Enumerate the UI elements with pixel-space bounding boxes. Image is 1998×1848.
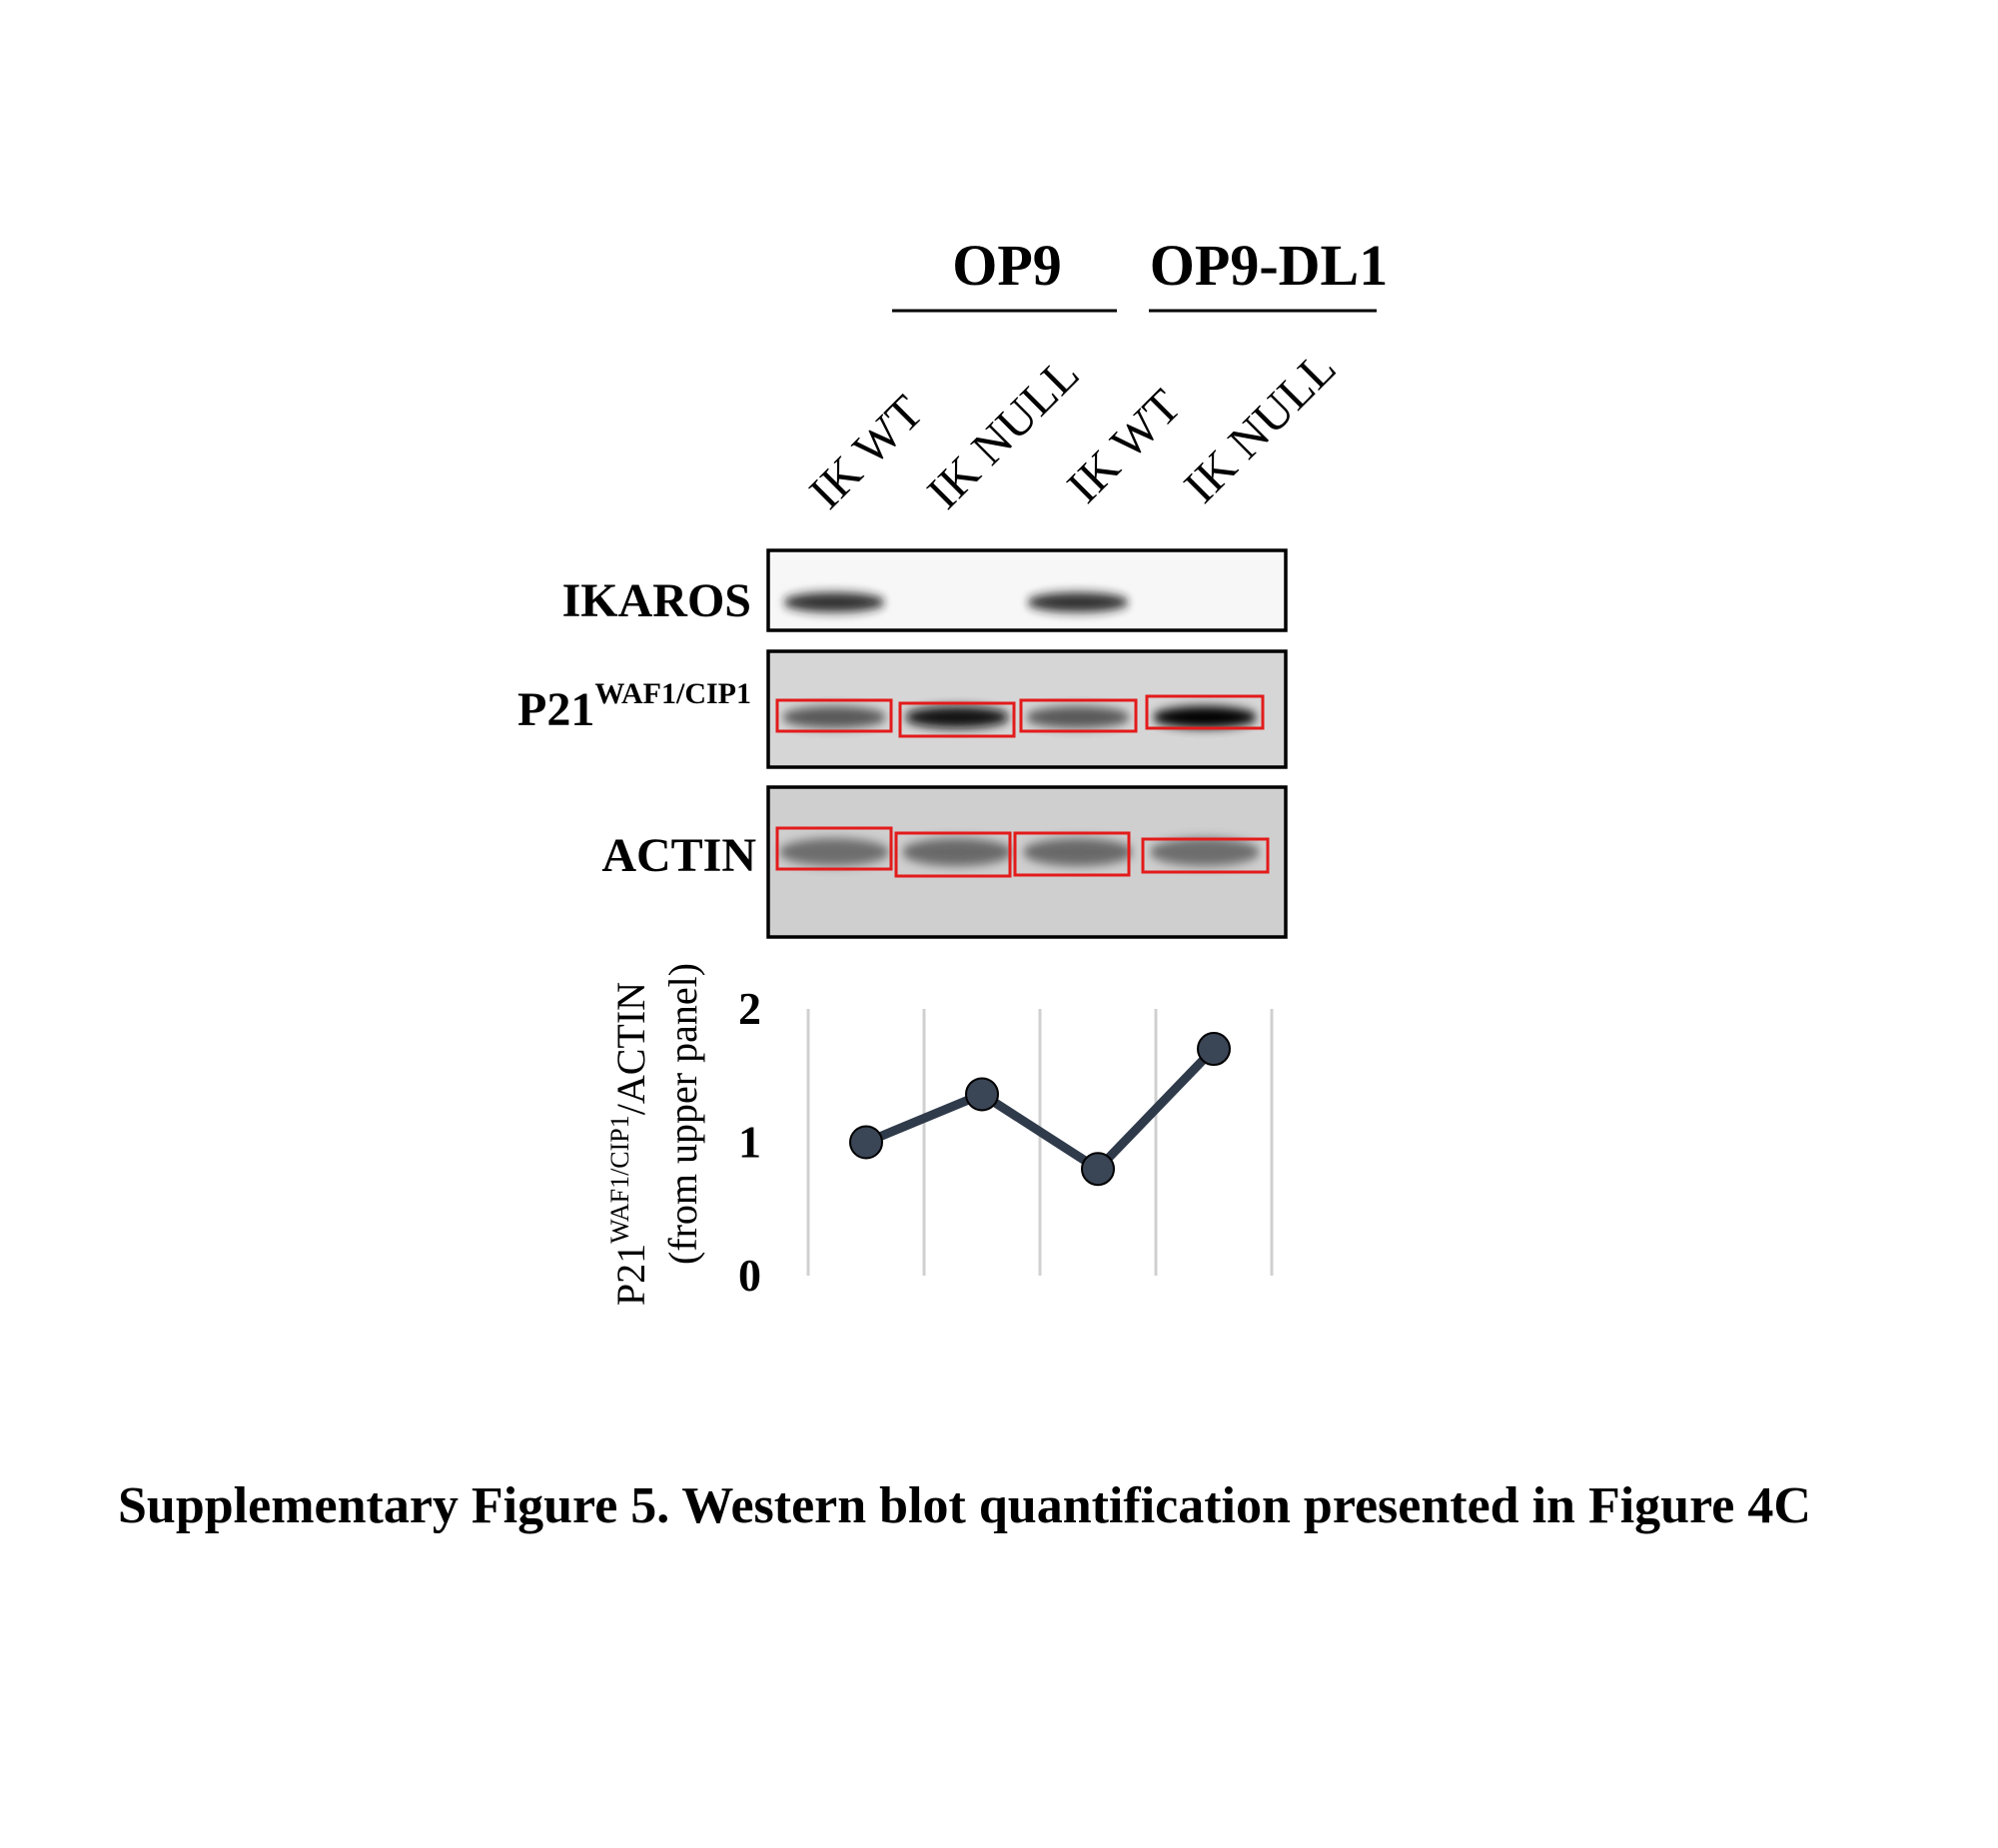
- quant-box: [898, 701, 1016, 738]
- blot-panel-ikaros: [766, 548, 1288, 632]
- blot-label-actin: ACTIN: [601, 829, 756, 882]
- y-axis-label-line2: (from upper panel): [660, 963, 705, 1265]
- quantification-chart: 0 1 2 P21WAF1/CIP1/ACTIN (from upper panel…: [605, 963, 1274, 1306]
- lane-label-3: IK WT: [1057, 380, 1191, 513]
- y-tick-label: 2: [738, 983, 761, 1034]
- blot-band: [779, 838, 889, 866]
- data-point: [849, 1125, 883, 1160]
- quant-box: [1019, 698, 1138, 733]
- quant-box: [775, 698, 893, 733]
- blot-band: [1027, 592, 1129, 612]
- series-line: [864, 1045, 1218, 1174]
- quant-box: [894, 831, 1012, 878]
- blot-panel-p21: [766, 649, 1288, 769]
- blot-band: [1153, 706, 1257, 728]
- lane-label-4: IK NULL: [1174, 342, 1346, 513]
- blot-band: [902, 838, 1012, 866]
- y-tick-label: 0: [738, 1250, 761, 1301]
- blot-band: [1150, 838, 1260, 866]
- group-label-op9-dl1: OP9-DL1: [1150, 233, 1388, 298]
- blot-panel-actin: [766, 785, 1288, 939]
- blot-band: [783, 592, 885, 612]
- quant-box: [775, 826, 893, 871]
- blot-band: [1023, 838, 1133, 866]
- figure-caption: Supplementary Figure 5. Western blot qua…: [118, 1477, 1811, 1534]
- group-label-op9: OP9: [952, 233, 1062, 298]
- lane-label-1: IK WT: [799, 386, 933, 519]
- data-point: [965, 1077, 999, 1112]
- quant-box-group-p21: [775, 694, 1265, 738]
- blot-band: [1026, 706, 1130, 728]
- blot-label-p21: P21WAF1/CIP1: [517, 677, 751, 736]
- data-point: [1197, 1032, 1231, 1067]
- data-point: [1081, 1152, 1115, 1187]
- blot-label-ikaros: IKAROS: [562, 574, 751, 627]
- quant-box: [1141, 837, 1270, 874]
- blot-band: [782, 706, 886, 728]
- quant-box-group-actin: [775, 826, 1270, 878]
- lane-label-2: IK NULL: [917, 348, 1089, 519]
- quant-box: [1013, 831, 1131, 877]
- blot-band: [905, 706, 1009, 728]
- quant-box: [1145, 694, 1265, 730]
- y-tick-label: 1: [738, 1117, 761, 1168]
- y-axis-label-line1: P21WAF1/CIP1/ACTIN: [605, 982, 653, 1306]
